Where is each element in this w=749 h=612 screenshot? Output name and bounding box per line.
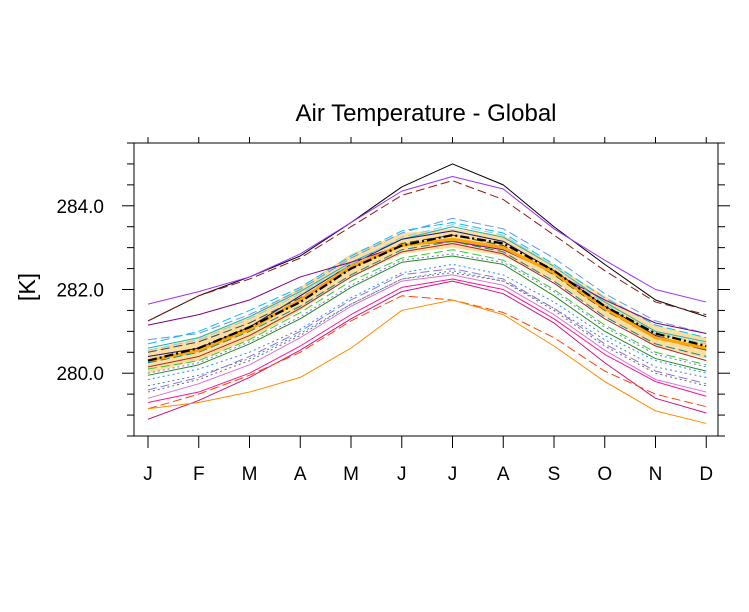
series-line-13	[147, 295, 707, 410]
x-tick-label: J	[448, 464, 458, 485]
series-lines	[147, 163, 707, 424]
series-line-11	[147, 278, 707, 404]
series-line-24	[147, 224, 707, 351]
x-tick-label: A	[294, 464, 307, 485]
series-line-18	[147, 274, 707, 399]
series-line-12	[147, 280, 707, 420]
x-tick-label: S	[548, 464, 561, 485]
series-line-17	[147, 268, 707, 391]
x-tick-label: J	[397, 464, 407, 485]
x-tick-label: D	[699, 464, 713, 485]
series-line-15	[147, 270, 707, 387]
x-tick-label: J	[143, 464, 153, 485]
y-tick-label: 284.0	[56, 197, 104, 218]
plot-frame	[133, 142, 719, 437]
series-line-14	[147, 299, 707, 424]
y-tick-label: 282.0	[56, 281, 104, 302]
x-tick-label: N	[649, 464, 663, 485]
series-line-1	[147, 163, 707, 322]
y-tick-labels: 280.0 282.0 284.0	[56, 197, 104, 385]
series-line-20	[147, 240, 707, 364]
series-line-21	[147, 242, 707, 368]
x-tick-label: M	[343, 464, 359, 485]
series-line-9	[147, 255, 707, 376]
series-line-5	[147, 222, 707, 345]
series-line-2	[147, 180, 707, 322]
chart-title: Air Temperature - Global	[296, 100, 557, 127]
y-axis-title: [K]	[14, 273, 40, 301]
x-tick-label: A	[497, 464, 510, 485]
series-line-6	[147, 226, 707, 349]
series-line-3	[147, 175, 707, 305]
series-line-22	[147, 253, 707, 374]
series-line-16	[147, 263, 707, 380]
series-line-10	[147, 249, 707, 370]
x-tick-label: O	[597, 464, 612, 485]
x-tick-label: M	[242, 464, 258, 485]
x-tick-label: F	[193, 464, 205, 485]
series-line-25	[147, 237, 707, 363]
series-line-26	[147, 233, 707, 362]
axis-ticks	[122, 137, 730, 448]
series-line-4	[147, 217, 707, 341]
y-tick-label: 280.0	[56, 364, 104, 385]
